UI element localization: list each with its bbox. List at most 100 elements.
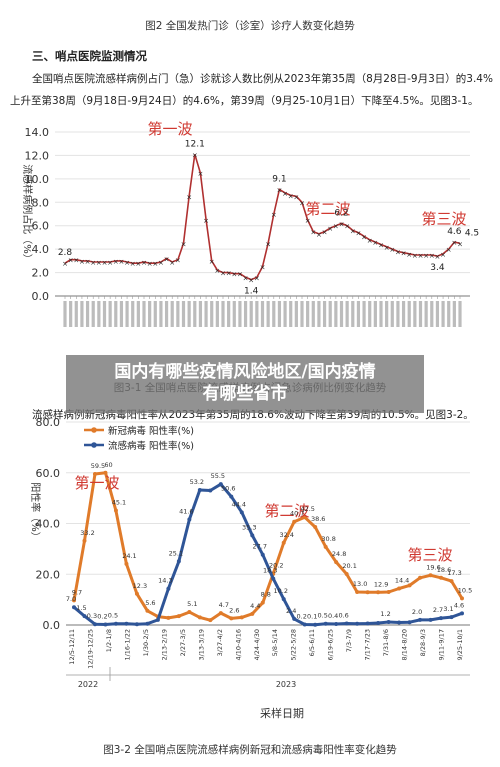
legend-label: 流感病毒 阳性率(%) [108, 440, 194, 452]
series-point [281, 597, 286, 602]
series-point [407, 620, 412, 625]
ili-point-marker: × [299, 199, 305, 207]
ili-point-marker: × [248, 277, 254, 285]
data-label: 13.0 [353, 580, 367, 588]
x-tick-label [153, 301, 157, 327]
x-tick-label [447, 301, 451, 327]
data-label: 17.3 [447, 569, 461, 577]
x-tick-label: 5/8-5/14 [271, 629, 279, 656]
series-point [313, 525, 318, 530]
x-tick-label [221, 301, 225, 327]
series-point [365, 621, 370, 626]
value-label: 4.6 [447, 227, 462, 237]
data-label: 42.5 [300, 505, 314, 513]
data-label: 10.2 [273, 587, 287, 595]
x-tick-label [452, 301, 456, 327]
paragraph-1-line-1: 全国哨点医院流感样病例占门（急）诊就诊人数比例从2023年第35周（8月28日-… [32, 73, 493, 85]
series-point [113, 508, 118, 513]
series-point [292, 519, 297, 524]
x-tick-label [272, 301, 276, 327]
series-point [218, 611, 223, 616]
data-label: 0.5 [318, 612, 328, 620]
data-label: 41.6 [179, 507, 193, 515]
ili-point-marker: × [440, 251, 446, 259]
x-tick-label [260, 301, 265, 327]
headline-line-2: 有哪些省市 [202, 384, 288, 404]
ili-point-marker: × [107, 259, 113, 267]
series-point [176, 614, 181, 619]
series-point [260, 600, 265, 605]
x-tick-label [401, 301, 406, 327]
x-tick-label [356, 301, 361, 327]
data-label: 4.4 [250, 602, 260, 610]
y-tick-label: 0.0 [43, 619, 61, 632]
year-label: 2023 [276, 680, 296, 689]
series-point [355, 590, 360, 595]
series-point [187, 517, 192, 522]
value-label: 2.8 [58, 248, 73, 258]
ili-point-marker: × [62, 260, 68, 268]
series-point [449, 615, 454, 620]
ili-point-marker: × [130, 260, 136, 268]
x-tick-label [131, 301, 135, 327]
x-tick-label [441, 301, 445, 327]
x-tick-label [430, 301, 434, 327]
y-tick-label: 2.0 [32, 267, 50, 280]
x-tick-label [142, 301, 146, 327]
ili-point-marker: × [181, 240, 187, 248]
data-label: 20.2 [269, 562, 283, 570]
series-point [176, 559, 181, 564]
value-label: 9.1 [272, 174, 286, 184]
series-point [376, 590, 381, 595]
x-tick-label: 7/31-8/6 [382, 629, 390, 656]
x-tick-label: 6/5-6/11 [308, 629, 316, 656]
x-tick-label [351, 301, 355, 327]
ili-point-marker: × [124, 259, 130, 267]
data-label: 19.6 [426, 563, 440, 571]
ili-point-marker: × [367, 237, 373, 245]
x-tick-label [114, 301, 118, 327]
data-label: 18.3 [263, 567, 277, 575]
x-tick-label: 4/24-4/30 [253, 629, 261, 661]
section-title: 三、哨点医院监测情况 [32, 49, 147, 63]
series-point [229, 616, 234, 621]
x-tick-label [435, 301, 440, 327]
x-tick-label [181, 301, 186, 327]
x-tick-label [63, 301, 67, 327]
series-point [197, 488, 202, 493]
x-tick-label [159, 301, 163, 327]
data-label: 0.5 [108, 612, 118, 620]
series-point [92, 472, 97, 477]
data-label: 0.1 [307, 613, 317, 621]
ili-point-marker: × [389, 246, 395, 254]
ili-point-marker: × [327, 225, 333, 233]
ili-point-marker: × [271, 211, 277, 219]
ili-point-marker: × [197, 170, 203, 178]
x-tick-label [210, 301, 214, 327]
x-tick-label: 1/2-1/8 [105, 629, 113, 652]
x-tick-label [458, 301, 462, 327]
series-point [418, 617, 423, 622]
headline-overlay[interactable]: 国内有哪些疫情风险地区/国内疫情 有哪些省市 [66, 355, 424, 405]
ili-point-marker: × [412, 252, 418, 260]
data-label: 12.3 [133, 582, 147, 590]
data-label: 35.3 [242, 523, 256, 531]
chart-2-caption: 图3-2 全国哨点医院流感样病例新冠和流感病毒阳性率变化趋势 [103, 744, 397, 756]
series-point [72, 605, 76, 610]
data-label: 38.6 [311, 515, 325, 523]
series-point [72, 598, 76, 603]
series-point [208, 488, 213, 493]
series-point [82, 614, 87, 619]
x-tick-label [339, 301, 344, 327]
legend-marker [91, 427, 97, 433]
data-label: 30.8 [321, 535, 335, 543]
x-tick-label: 8/14-8/20 [401, 629, 409, 661]
ili-point-marker: × [316, 231, 322, 239]
data-label: 0.2 [297, 612, 307, 620]
x-tick-label [255, 301, 259, 327]
ili-point-marker: × [282, 190, 288, 198]
data-label: 27.7 [253, 543, 267, 551]
series-point [92, 622, 97, 627]
series-point [397, 620, 402, 625]
x-tick-label: 5/22-5/28 [290, 629, 298, 661]
